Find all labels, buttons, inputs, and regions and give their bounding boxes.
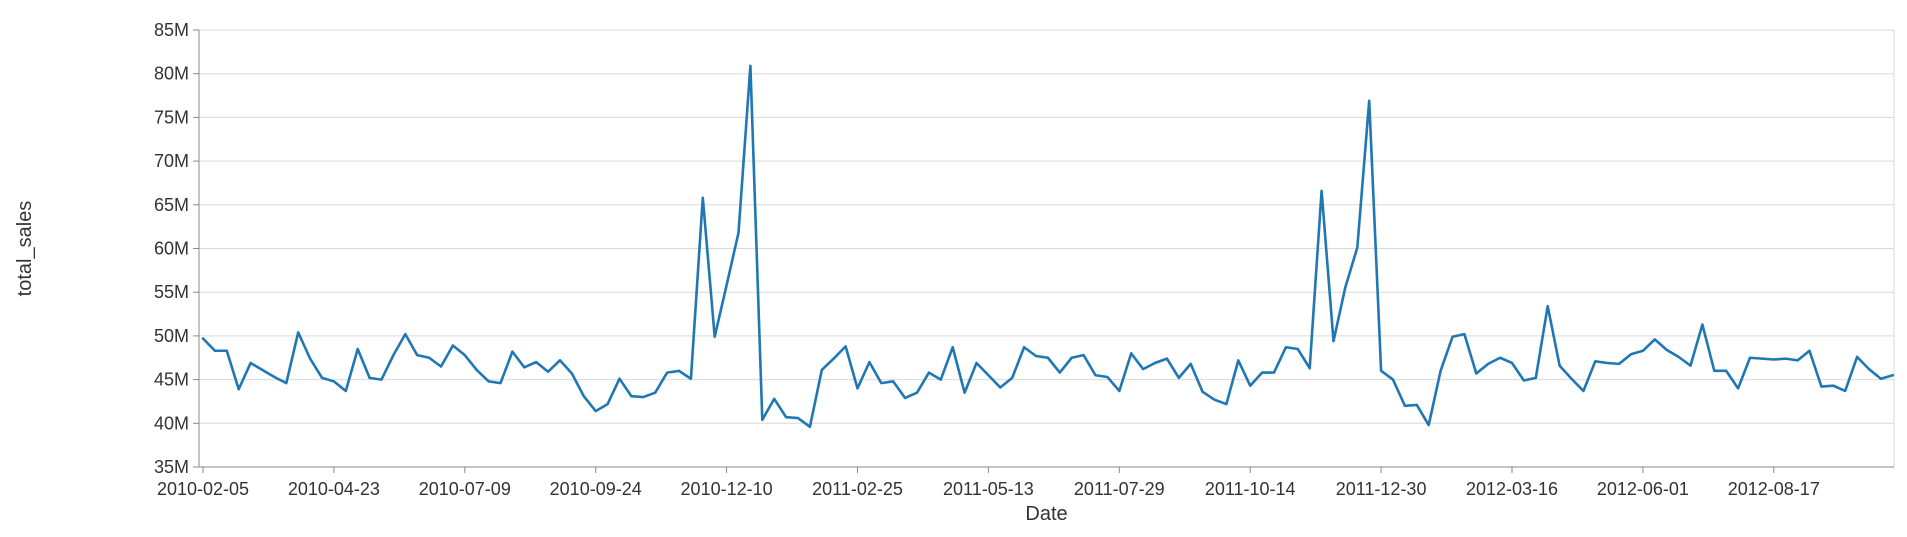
series-line [201,64,1895,429]
y-axis-ticks: 35M 40M 45M 50M 55M 60M 65M 70M 75M 80M 85M [154,20,199,477]
y-axis-title: total_sales [14,201,36,297]
gridlines [199,29,1895,468]
y-tick-label: 80M [154,64,189,84]
x-tick-label: 2011-02-25 [812,479,903,499]
x-tick-label: 2010-09-24 [550,479,642,499]
y-tick-label: 40M [154,413,189,433]
x-tick-label: 2011-07-29 [1074,479,1165,499]
x-tick-label: 2010-12-10 [681,479,773,499]
x-tick-label: 2010-07-09 [419,479,511,499]
y-tick-label: 35M [154,457,189,477]
y-tick-label: 55M [154,282,189,302]
x-tick-label: 2010-04-23 [288,479,380,499]
x-axis-title: Date [1025,503,1067,525]
y-tick-label: 65M [154,195,189,215]
y-tick-label: 75M [154,107,189,127]
x-tick-label: 2011-10-14 [1205,479,1296,499]
y-tick-label: 50M [154,326,189,346]
x-tick-label: 2012-08-17 [1728,479,1820,499]
y-tick-label: 70M [154,151,189,171]
x-tick-label: 2012-03-16 [1466,479,1558,499]
y-tick-label: 85M [154,20,189,40]
y-tick-label: 45M [154,370,189,390]
x-tick-label: 2012-06-01 [1597,479,1689,499]
x-tick-label: 2010-02-05 [157,479,249,499]
x-tick-label: 2011-12-30 [1336,479,1427,499]
x-axis-ticks: 2010-02-05 2010-04-23 2010-07-09 2010-09-24… [157,467,1820,499]
x-tick-label: 2011-05-13 [943,479,1034,499]
series-lines [201,64,1895,429]
y-tick-label: 60M [154,239,189,259]
